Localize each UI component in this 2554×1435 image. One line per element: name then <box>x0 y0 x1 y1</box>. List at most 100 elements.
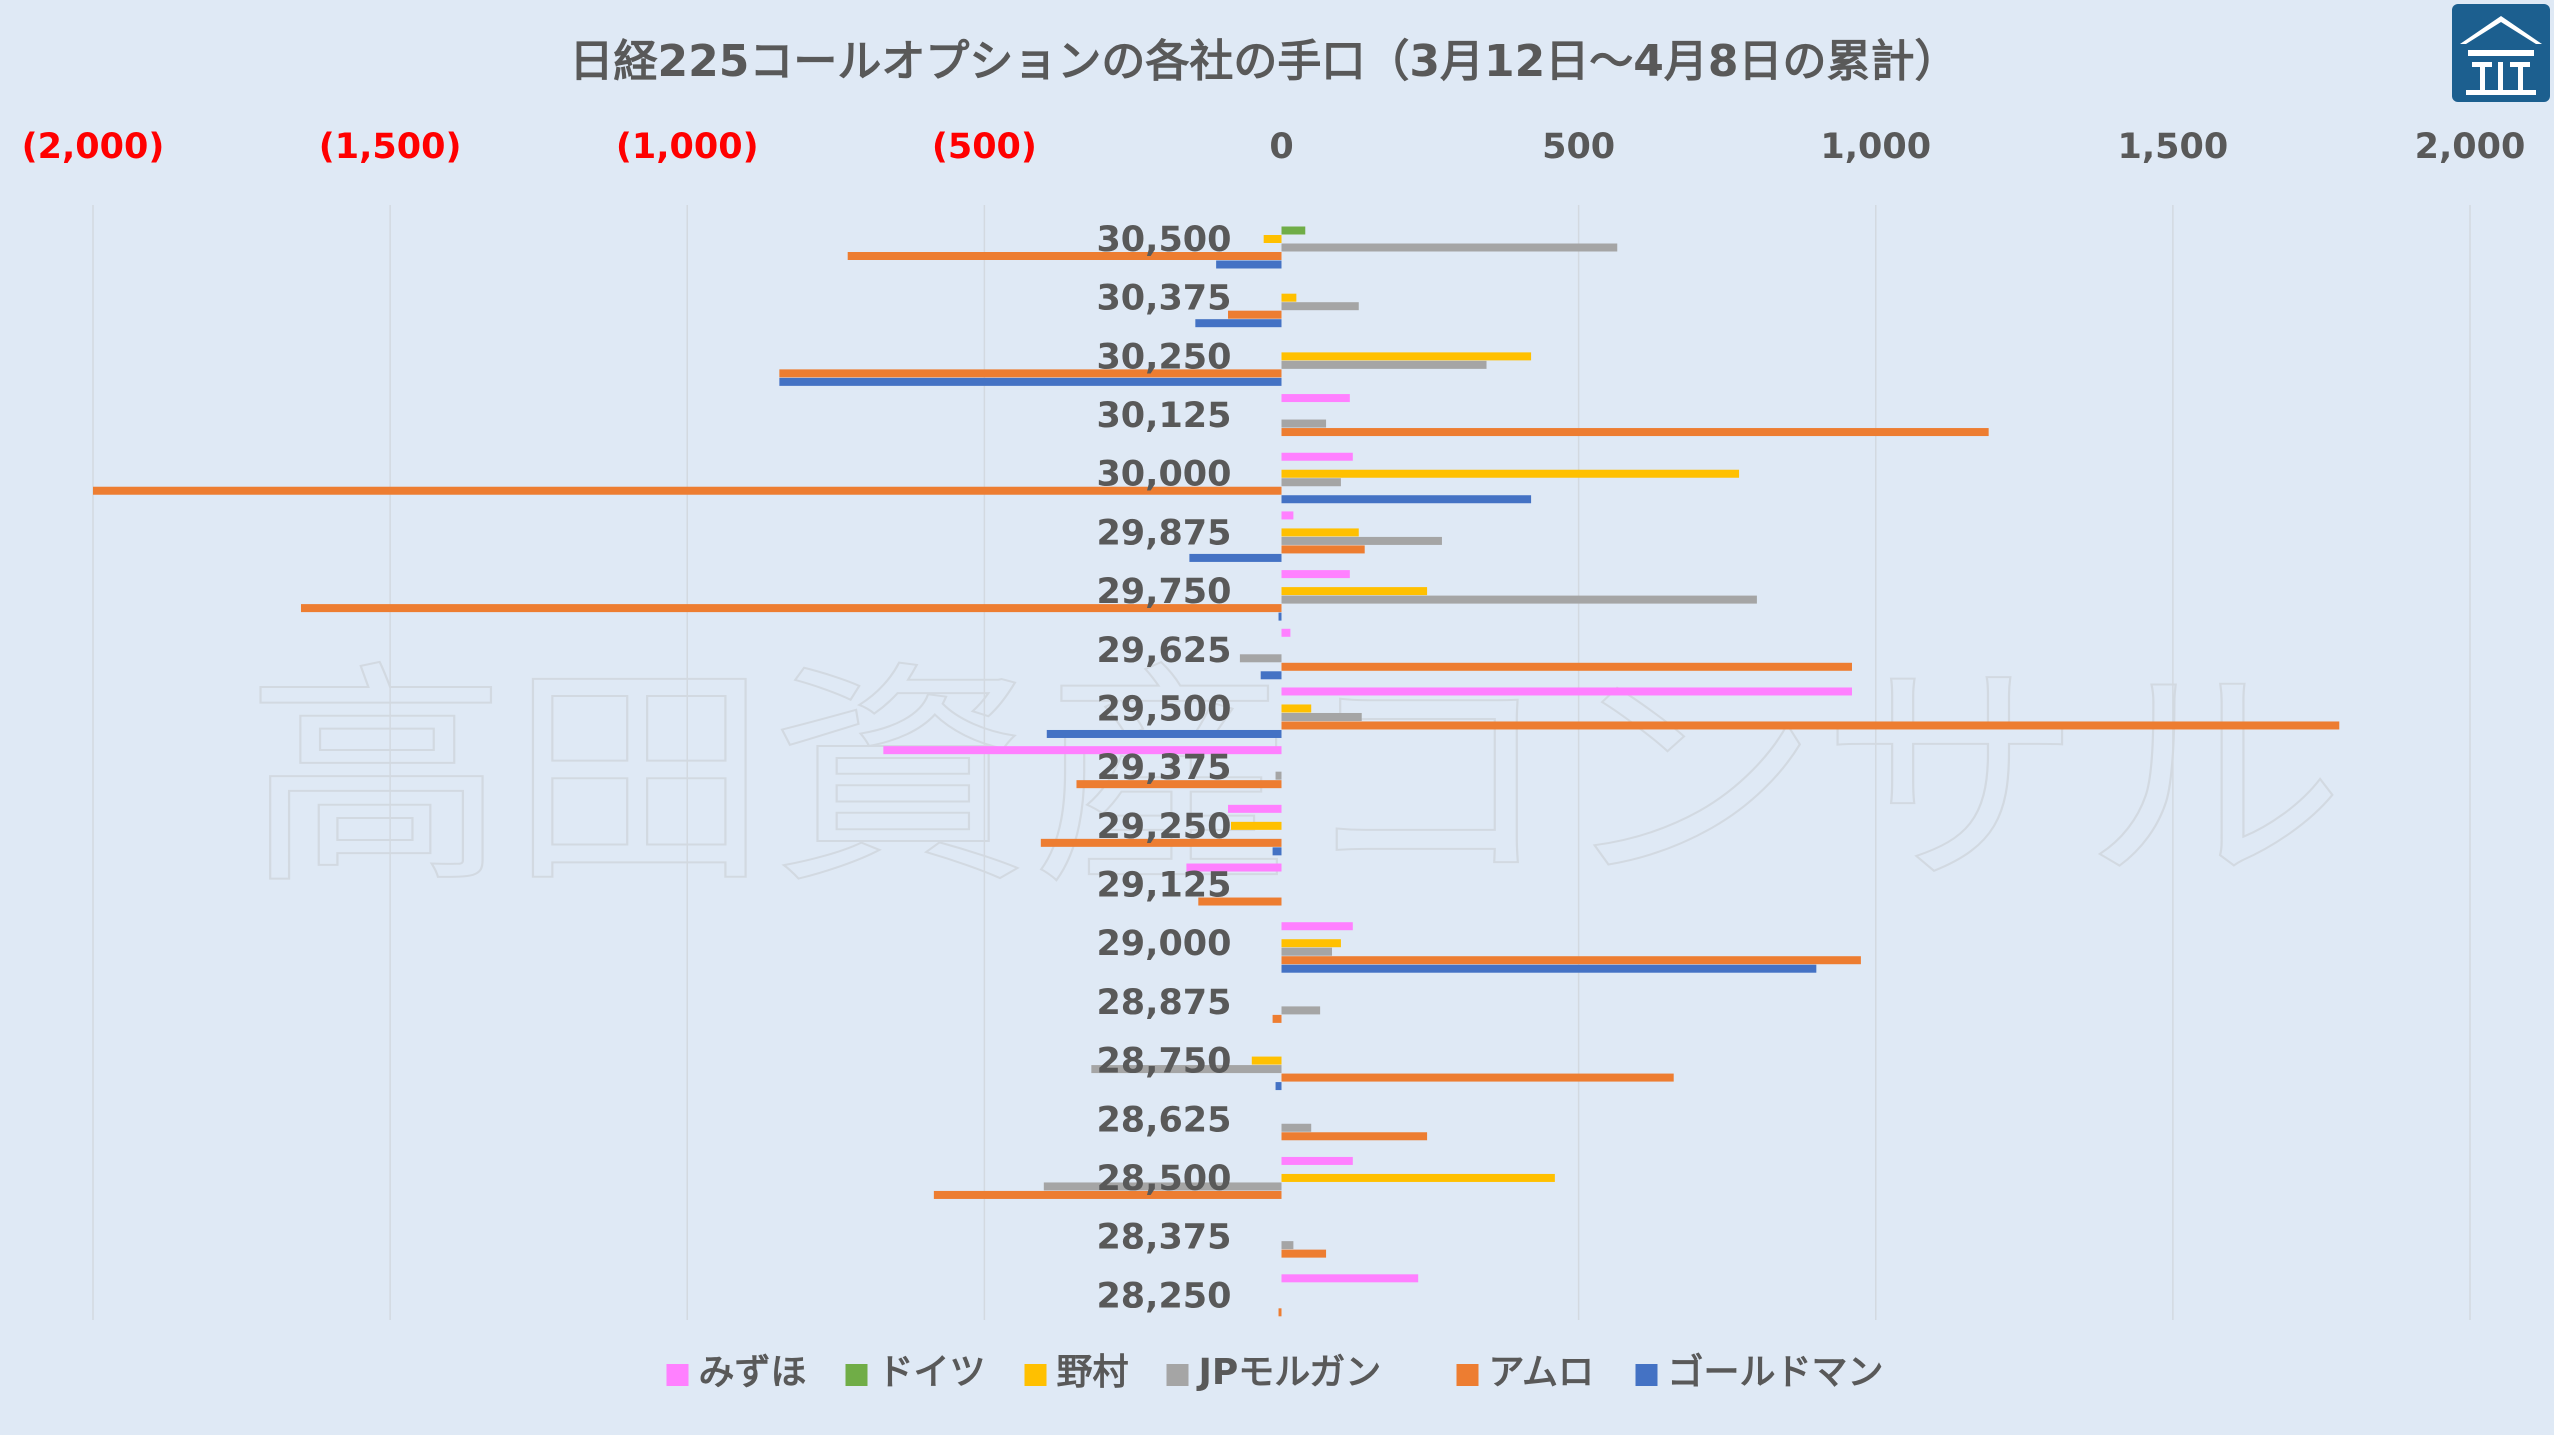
legend-label: みずほ <box>699 1352 807 1393</box>
bar <box>1228 804 1282 813</box>
bar <box>1239 654 1282 663</box>
bar <box>1281 1241 1294 1250</box>
bar <box>1281 243 1618 252</box>
category-label: 28,875 <box>1096 983 1231 1023</box>
bar <box>1198 897 1282 906</box>
legend-swatch <box>845 1364 868 1386</box>
category-label: 29,625 <box>1096 631 1231 671</box>
bar <box>1263 235 1282 243</box>
bar <box>1281 712 1362 721</box>
bar <box>1281 545 1365 554</box>
watermark: 高田資産コンサル <box>245 643 2345 916</box>
x-tick-label: (1,500) <box>319 127 462 167</box>
bar <box>1281 956 1861 965</box>
bar <box>1076 780 1282 789</box>
bar <box>1281 478 1341 487</box>
category-label: 30,125 <box>1096 396 1231 436</box>
bar <box>1195 319 1282 328</box>
bar <box>1281 511 1294 520</box>
bar <box>1281 595 1757 604</box>
category-label: 29,875 <box>1096 513 1231 553</box>
bar <box>1281 469 1740 478</box>
bar <box>1275 1082 1282 1091</box>
bar <box>847 252 1282 260</box>
bar <box>300 604 1282 613</box>
bars <box>93 226 2340 1317</box>
x-tick-label: 2,000 <box>2415 127 2526 167</box>
legend-item: アムロ <box>1456 1352 1594 1393</box>
bar <box>779 369 1282 378</box>
category-label: 30,500 <box>1096 220 1231 260</box>
bar <box>1281 1173 1555 1182</box>
bar <box>1281 1249 1327 1258</box>
bar <box>1272 847 1282 856</box>
bar <box>1251 1056 1282 1065</box>
x-tick-label: 1,000 <box>1820 127 1931 167</box>
bar <box>1281 1274 1419 1283</box>
x-tick-label: (2,000) <box>22 127 165 167</box>
category-label: 28,250 <box>1096 1276 1231 1316</box>
x-tick-label: 0 <box>1269 127 1293 167</box>
bar <box>1272 1014 1282 1023</box>
bar <box>1043 1182 1282 1191</box>
legend-label: アムロ <box>1489 1352 1594 1393</box>
x-tick-label: 500 <box>1542 127 1615 167</box>
logo <box>2452 4 2550 102</box>
category-label: 28,375 <box>1096 1218 1231 1258</box>
legend-item: JPモルガン <box>1166 1352 1381 1393</box>
legend: みずほ ドイツ 野村 JPモルガン アムロ ゴールドマン <box>666 1351 1884 1393</box>
bar <box>1281 922 1353 931</box>
x-axis-ticks: (2,000) (1,500) (1,000) (500) 0 500 1,000 1,500… <box>22 127 2526 167</box>
bar <box>1281 1073 1674 1082</box>
bar <box>1281 394 1350 403</box>
bar <box>1281 628 1291 637</box>
category-label: 28,500 <box>1096 1159 1231 1199</box>
bar <box>1228 310 1282 319</box>
legend-item: ドイツ <box>845 1352 986 1393</box>
gridlines <box>92 205 2471 1320</box>
bar <box>1281 964 1817 973</box>
legend-swatch <box>666 1364 689 1386</box>
legend-item: 野村 <box>1024 1352 1129 1393</box>
category-label: 29,250 <box>1096 807 1231 847</box>
bar <box>1216 260 1282 269</box>
bar <box>1281 1156 1353 1165</box>
bar <box>1230 821 1282 830</box>
bar <box>1281 360 1487 369</box>
x-tick-label: 1,500 <box>2118 127 2229 167</box>
category-label: 29,500 <box>1096 689 1231 729</box>
x-tick-label: (500) <box>932 127 1037 167</box>
bar <box>1260 671 1282 680</box>
bar <box>1281 428 1989 437</box>
legend-item: みずほ <box>666 1352 807 1393</box>
legend-swatch <box>1024 1364 1047 1386</box>
bar <box>1091 1065 1282 1074</box>
bar <box>779 377 1282 386</box>
bar <box>933 1190 1282 1199</box>
category-label: 28,750 <box>1096 1042 1231 1082</box>
bar <box>1281 1006 1321 1015</box>
bar <box>1281 528 1359 537</box>
bar <box>1281 662 1852 671</box>
category-labels: 30,500 30,375 30,250 30,125 30,000 29,875 29,7… <box>1096 220 1231 1316</box>
legend-label: ゴールドマン <box>1668 1351 1884 1393</box>
bar <box>1281 302 1359 311</box>
legend-label: ドイツ <box>878 1352 986 1393</box>
bar <box>1281 721 2340 730</box>
bar <box>1281 419 1327 428</box>
category-label: 30,250 <box>1096 337 1231 377</box>
category-label: 29,000 <box>1096 924 1231 964</box>
bar <box>93 486 1282 495</box>
category-label: 29,375 <box>1096 748 1231 788</box>
bar <box>1281 939 1341 948</box>
bar <box>1281 293 1297 302</box>
bar <box>1281 452 1353 461</box>
category-label: 30,000 <box>1096 455 1231 495</box>
bar <box>1281 587 1428 596</box>
legend-swatch <box>1456 1364 1479 1386</box>
bar <box>1281 570 1350 579</box>
bar <box>1281 352 1532 361</box>
legend-swatch <box>1166 1364 1189 1386</box>
bar <box>1281 704 1312 713</box>
